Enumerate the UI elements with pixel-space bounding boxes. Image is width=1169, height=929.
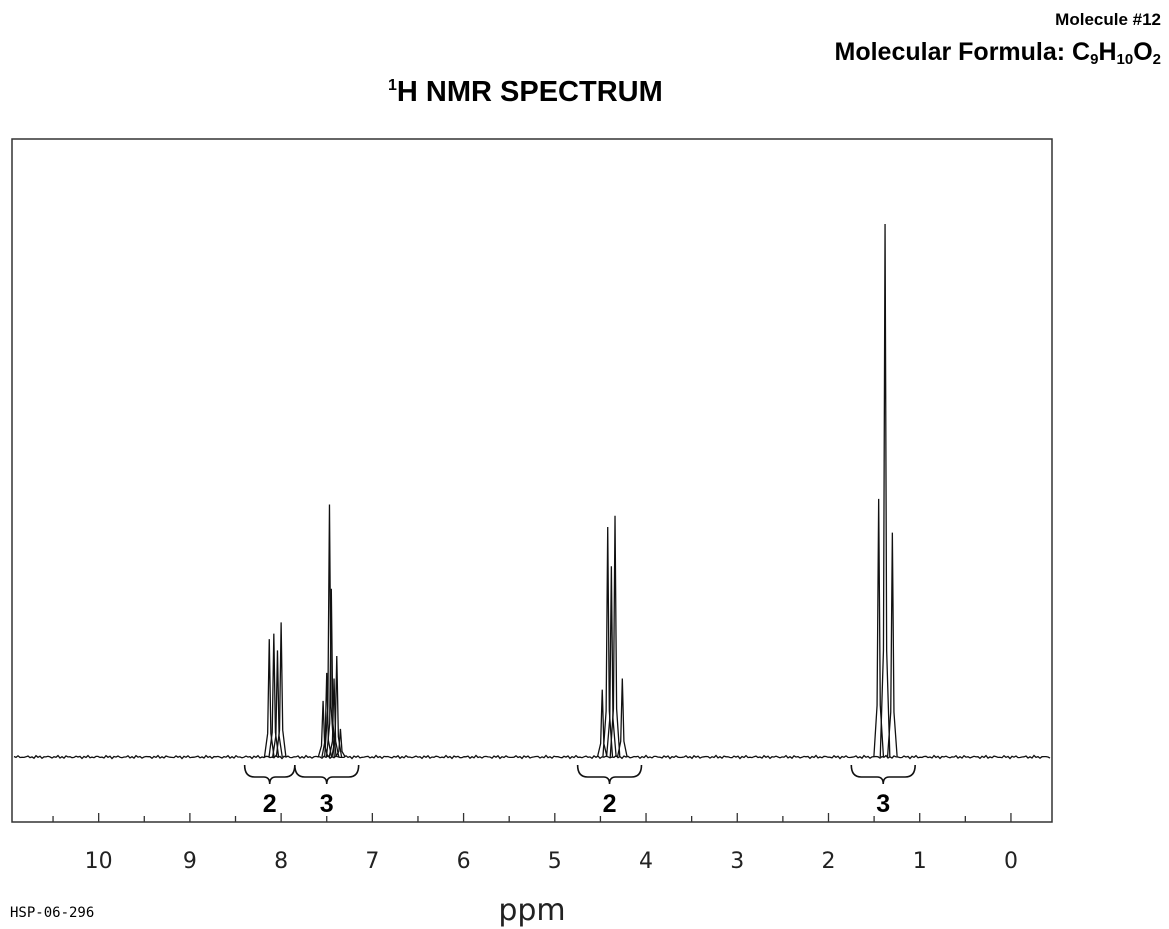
molecule-number: Molecule #12: [1055, 10, 1161, 29]
spectrum-peak: [321, 672, 333, 758]
spectrum-peak: [275, 622, 287, 758]
x-tick-label: 1: [913, 849, 927, 874]
title-superscript: 1: [388, 77, 397, 94]
spectrum-peak: [272, 650, 283, 758]
spectrum-layer: [13, 224, 1051, 760]
spectrum-peak: [268, 633, 280, 758]
spectrum-baseline: [13, 754, 1051, 760]
integration-label: 3: [876, 790, 890, 818]
chart-title: 1H NMR SPECTRUM: [388, 76, 663, 109]
x-tick-label: 5: [548, 849, 562, 874]
x-tick-label: 6: [457, 849, 471, 874]
x-axis-label: ppm: [498, 893, 565, 928]
x-tick-label: 3: [730, 849, 744, 874]
integration-label: 2: [603, 790, 617, 818]
spectrum-code: HSP-06-296: [10, 905, 95, 921]
integration-label: 3: [320, 790, 334, 818]
x-tick-label: 8: [274, 849, 288, 874]
integration-label: 2: [263, 790, 277, 818]
spectrum-peak: [335, 728, 346, 758]
integration-bracket: [294, 764, 360, 785]
integration-bracket: [243, 764, 296, 785]
plot-frame: [11, 138, 1053, 823]
spectrum-peak: [324, 504, 335, 758]
x-tick-label: 2: [821, 849, 835, 874]
spectrum-peak: [886, 532, 898, 758]
formula-o-letter: O: [1133, 38, 1153, 66]
integration-layer: 2 3 2 3: [243, 764, 916, 818]
formula-prefix: Molecular Formula: C: [834, 38, 1091, 66]
spectrum-peak: [605, 566, 617, 758]
x-tick-label: 10: [85, 849, 113, 874]
integration-bracket: [850, 764, 916, 785]
spectrum-peak: [609, 515, 621, 758]
integration-bracket: [576, 764, 643, 785]
x-tick-label: 4: [639, 849, 653, 874]
spectrum-peak: [325, 588, 337, 758]
x-tick-label: 7: [365, 849, 379, 874]
x-axis-ticks: 10 9 8 7 6 5 4 3 2 1 0: [52, 813, 1018, 874]
spectrum-peak: [879, 224, 891, 758]
formula-h-count: 10: [1116, 51, 1134, 68]
spectrum-peak: [596, 689, 608, 758]
title-text: H NMR SPECTRUM: [396, 76, 663, 108]
formula-h-letter: H: [1098, 38, 1117, 66]
x-tick-label: 9: [183, 849, 197, 874]
formula-c-count: 9: [1090, 51, 1099, 68]
formula-o-count: 2: [1152, 51, 1161, 68]
spectrum-peak: [263, 639, 275, 758]
molecular-formula: Molecular Formula: C9H10O2: [835, 38, 1161, 68]
spectrum-peak: [616, 678, 628, 758]
spectrum-peak: [328, 678, 340, 758]
spectrum-peak: [602, 526, 614, 758]
x-tick-label: 0: [1004, 849, 1018, 874]
